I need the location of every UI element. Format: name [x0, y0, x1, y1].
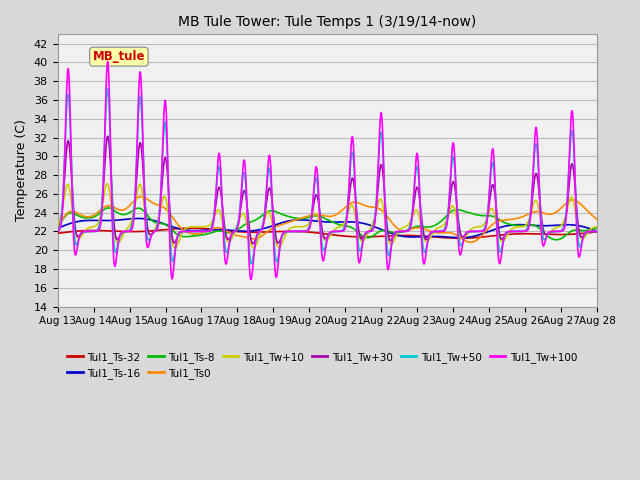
- Text: MB_tule: MB_tule: [93, 50, 145, 63]
- Y-axis label: Temperature (C): Temperature (C): [15, 120, 28, 221]
- Legend: Tul1_Ts-32, Tul1_Ts-16, Tul1_Ts-8, Tul1_Ts0, Tul1_Tw+10, Tul1_Tw+30, Tul1_Tw+50,: Tul1_Ts-32, Tul1_Ts-16, Tul1_Ts-8, Tul1_…: [63, 348, 581, 383]
- Title: MB Tule Tower: Tule Temps 1 (3/19/14-now): MB Tule Tower: Tule Temps 1 (3/19/14-now…: [179, 15, 477, 29]
